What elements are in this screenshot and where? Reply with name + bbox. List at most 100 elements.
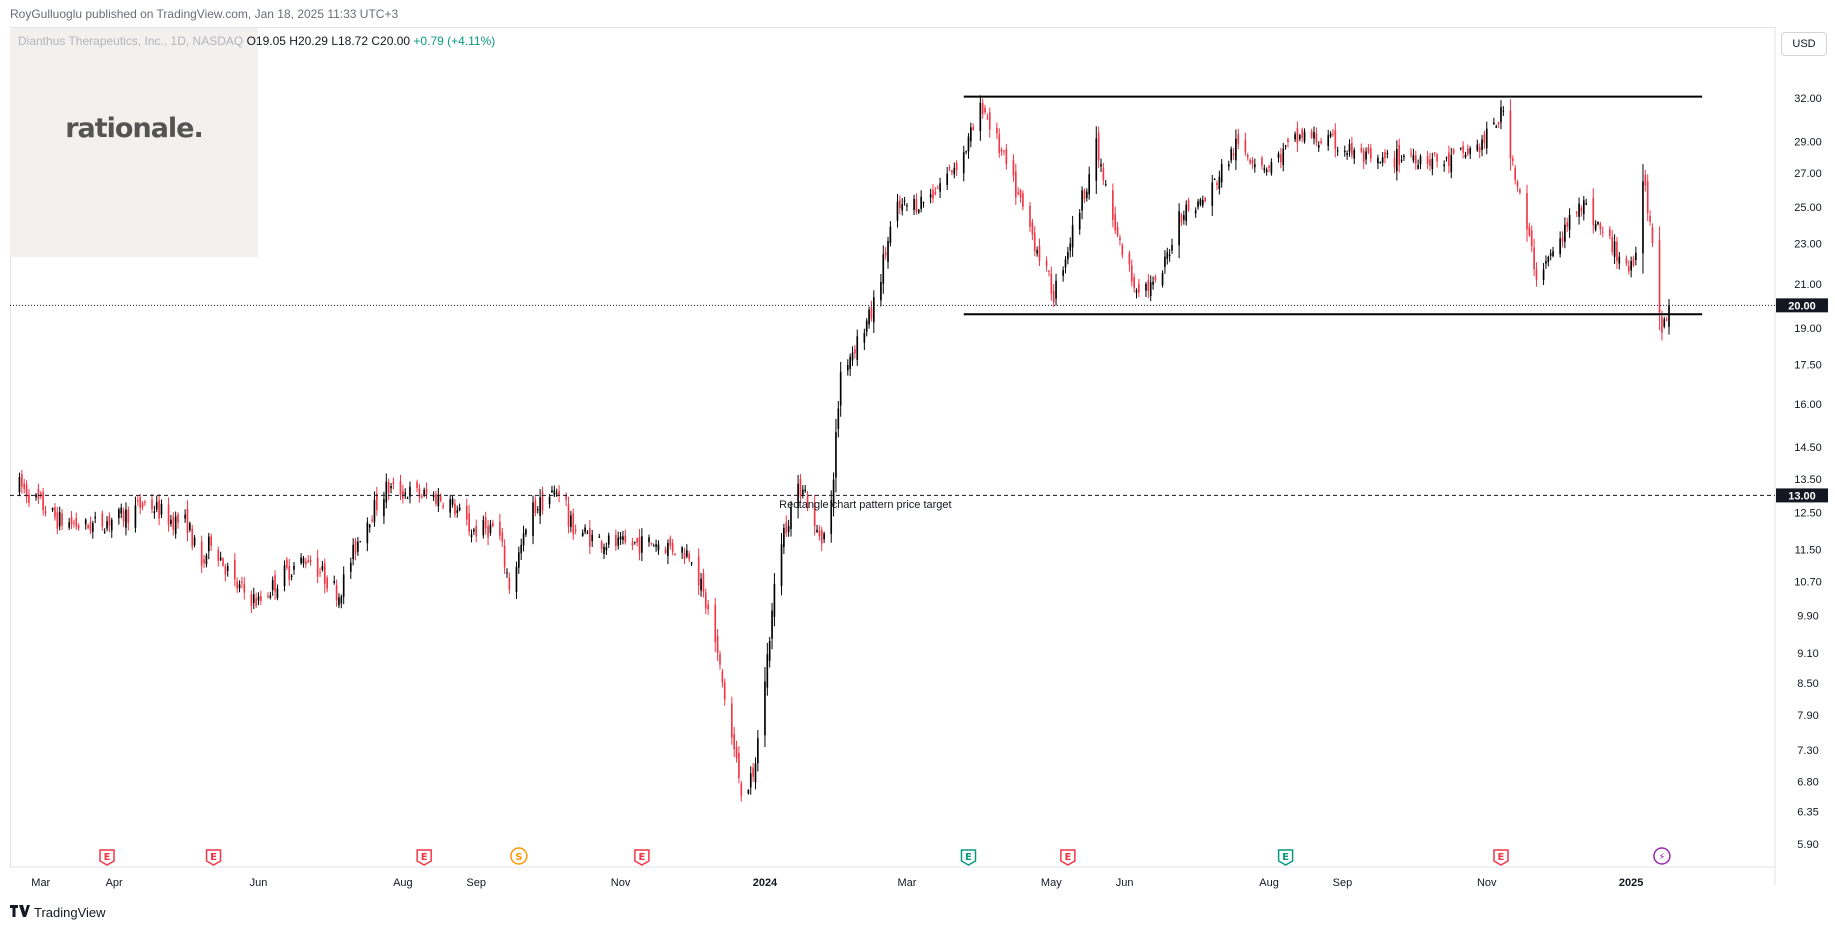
chart-frame[interactable] — [10, 27, 1776, 868]
candle-body — [340, 596, 343, 604]
candle-body — [917, 209, 920, 213]
candle-body — [1251, 160, 1254, 164]
candle-body — [633, 541, 636, 543]
candle-body — [889, 226, 892, 244]
earnings-event-icon[interactable] — [416, 849, 432, 866]
candle-body — [1613, 241, 1616, 257]
candle-body — [707, 604, 709, 610]
candle-body — [906, 205, 908, 207]
candle-body — [1668, 305, 1670, 327]
candle-body — [1284, 145, 1287, 147]
y-tick-label: 29.00 — [1794, 136, 1822, 148]
candle-body — [167, 504, 170, 525]
candle-body — [51, 508, 54, 511]
candle-body — [151, 499, 153, 510]
candle-body — [276, 588, 279, 599]
candle-body — [484, 517, 487, 529]
candle-body — [404, 492, 407, 495]
earnings-event-icon[interactable] — [1060, 849, 1076, 866]
legend-open: O19.05 — [246, 34, 286, 48]
x-tick-label: May — [1041, 877, 1062, 889]
candle-body — [1085, 191, 1088, 198]
candle-body — [1180, 214, 1183, 223]
candle-body — [880, 281, 882, 301]
candle-body — [125, 509, 127, 528]
earnings-event-icon[interactable] — [634, 849, 650, 866]
y-tick-label: 11.50 — [1795, 545, 1822, 557]
candle-body — [1381, 157, 1384, 163]
candle-body — [158, 500, 160, 519]
candle-body — [189, 523, 191, 531]
candle-body — [139, 497, 141, 509]
candle-body — [570, 515, 572, 528]
candle-body — [1265, 169, 1268, 173]
candle-body — [1611, 236, 1614, 252]
candle-body — [255, 598, 257, 606]
candle-body — [366, 522, 369, 544]
candle-body — [1585, 203, 1587, 205]
candle-body — [605, 547, 608, 551]
candle-body — [465, 505, 468, 520]
candle-body — [920, 196, 922, 209]
tradingview-footer[interactable]: TradingView — [10, 905, 106, 920]
earnings-event-icon[interactable] — [99, 849, 115, 866]
candle-body — [1230, 148, 1233, 161]
candle-body — [506, 572, 508, 574]
candle-body — [217, 550, 220, 561]
candle-body — [390, 485, 392, 489]
earnings-event-icon[interactable] — [1277, 849, 1294, 866]
candle-body — [283, 565, 286, 586]
candle-body — [1296, 127, 1299, 144]
symbol-legend: Dianthus Therapeutics, Inc., 1D, NASDAQ … — [18, 34, 495, 48]
candle-body — [1119, 237, 1121, 241]
candle-body — [984, 107, 986, 113]
candle-body — [101, 513, 104, 527]
candle-body — [1462, 145, 1464, 153]
candle-body — [1625, 258, 1628, 264]
earnings-event-icon[interactable] — [960, 849, 977, 866]
candle-body — [1168, 254, 1171, 257]
candle-body — [1237, 134, 1240, 144]
candle-body — [37, 488, 40, 499]
candle-body — [1071, 225, 1074, 248]
candle-body — [929, 194, 932, 198]
candle-body — [470, 534, 473, 538]
candle-body — [1365, 151, 1367, 160]
candle-body — [487, 526, 489, 538]
candle-body — [25, 484, 28, 497]
legend-high: H20.29 — [289, 34, 328, 48]
earnings-event-icon[interactable] — [205, 849, 222, 866]
candle-body — [304, 561, 307, 565]
event-label: E — [1282, 852, 1289, 863]
candle-body — [903, 200, 906, 202]
candle-body — [818, 530, 821, 536]
candle-body — [1329, 133, 1332, 137]
candle-body — [84, 519, 87, 525]
candle-body — [1216, 182, 1218, 186]
candle-body — [915, 199, 918, 212]
candle-body — [948, 167, 951, 169]
candle-body — [1635, 252, 1637, 260]
candle-body — [1642, 181, 1644, 254]
currency-button[interactable]: USD — [1781, 32, 1827, 56]
candle-body — [207, 536, 210, 552]
candle-body — [721, 671, 724, 683]
candle-body — [357, 541, 359, 552]
candle-body — [1452, 149, 1455, 154]
candle-body — [780, 544, 783, 586]
candle-body — [856, 336, 859, 360]
earnings-event-icon[interactable] — [1493, 849, 1509, 866]
candle-body — [1526, 193, 1528, 230]
news-event-icon[interactable] — [1653, 847, 1671, 865]
candle-body — [1483, 134, 1486, 143]
candle-body — [965, 151, 967, 153]
candle-body — [174, 516, 177, 534]
candle-body — [1448, 152, 1450, 166]
candle-body — [54, 507, 56, 518]
candle-body — [1530, 230, 1533, 247]
split-event-icon[interactable] — [510, 847, 528, 865]
candle-body — [1353, 150, 1356, 159]
candle-body — [1433, 152, 1436, 154]
candle-body — [1147, 280, 1150, 291]
